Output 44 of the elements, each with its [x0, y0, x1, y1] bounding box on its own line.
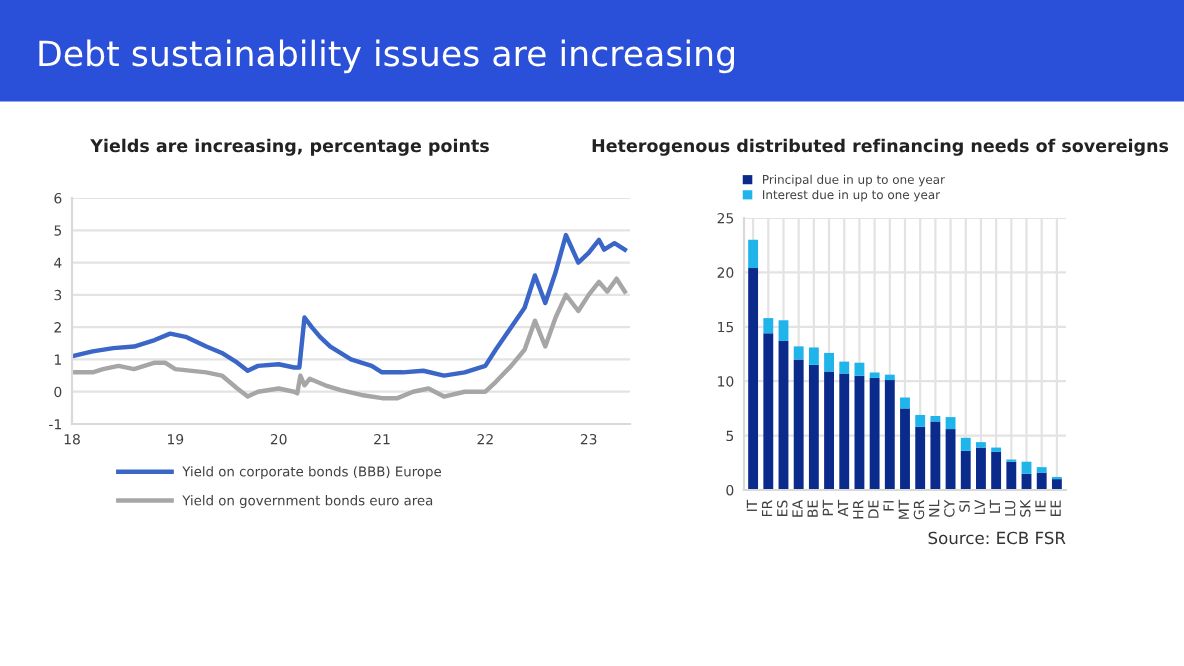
bar	[1036, 472, 1047, 490]
chart-title: Yields are increasing, percentage points	[90, 138, 489, 156]
bar	[900, 397, 910, 409]
bar	[960, 437, 971, 451]
line-series	[72, 276, 628, 401]
bar	[900, 408, 910, 490]
bar	[976, 442, 986, 448]
source-note: Source: ECB FSR	[928, 531, 1066, 545]
bar	[930, 421, 941, 490]
bar	[854, 375, 865, 490]
bar	[824, 352, 834, 372]
chart-title: Heterogenous distributed refinancing needs of sovereigns	[592, 138, 1169, 156]
bar	[824, 371, 834, 490]
bar	[748, 268, 759, 490]
bar	[748, 239, 759, 269]
bar	[915, 414, 926, 427]
bar	[884, 380, 895, 490]
line-series	[72, 232, 628, 378]
bar	[793, 346, 804, 360]
bar	[808, 364, 819, 490]
bar	[763, 333, 774, 490]
bar	[869, 372, 880, 378]
bar	[930, 416, 941, 422]
bar	[1036, 467, 1047, 473]
bar	[839, 373, 850, 490]
bar	[778, 340, 789, 490]
bar	[945, 429, 956, 490]
bar	[869, 377, 880, 490]
bar	[960, 450, 971, 490]
bar	[763, 318, 774, 334]
bar	[915, 426, 926, 490]
bar	[1051, 479, 1062, 490]
bar	[854, 362, 865, 376]
bar	[976, 447, 986, 490]
bar	[991, 451, 1002, 490]
bar	[1021, 461, 1032, 474]
bar	[945, 417, 956, 430]
bar	[884, 374, 895, 381]
text: Debt sustainability issues are increasing	[39, 39, 734, 74]
bar	[778, 320, 789, 341]
bar	[1006, 461, 1017, 490]
bar	[793, 359, 804, 490]
bar	[808, 347, 819, 365]
bar	[839, 361, 850, 374]
